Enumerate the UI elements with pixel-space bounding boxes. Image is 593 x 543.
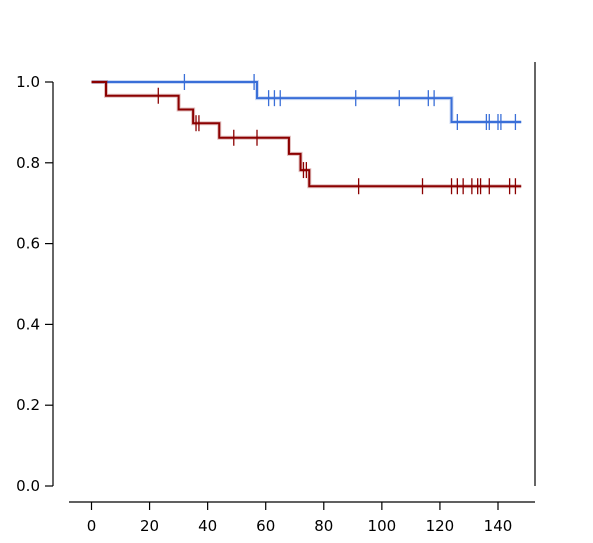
- y-tick-label: 0.8: [16, 154, 40, 172]
- x-tick-label: 0: [87, 517, 97, 535]
- x-tick-label: 20: [140, 517, 159, 535]
- series-line: [91, 81, 522, 188]
- x-tick-label: 140: [484, 517, 513, 535]
- x-tick-label: 80: [314, 517, 333, 535]
- y-tick-label: 0.6: [16, 235, 40, 253]
- axes: 0.0 0.2 0.4 0.6 0.8 1.0 0 20 40 60 80 100 120 140: [16, 62, 536, 535]
- y-tick-label: 0.4: [16, 315, 40, 333]
- series-layer: [91, 74, 522, 195]
- series-line: [91, 81, 522, 123]
- y-tick-label: 0.2: [16, 396, 40, 414]
- y-tick-label: 1.0: [16, 73, 40, 91]
- x-tick-label: 40: [198, 517, 217, 535]
- series-0: [91, 74, 522, 130]
- x-tick-label: 60: [256, 517, 275, 535]
- x-tick-label: 100: [368, 517, 397, 535]
- series-1: [91, 80, 522, 195]
- x-tick-label: 120: [426, 517, 455, 535]
- y-tick-label: 0.0: [16, 477, 40, 495]
